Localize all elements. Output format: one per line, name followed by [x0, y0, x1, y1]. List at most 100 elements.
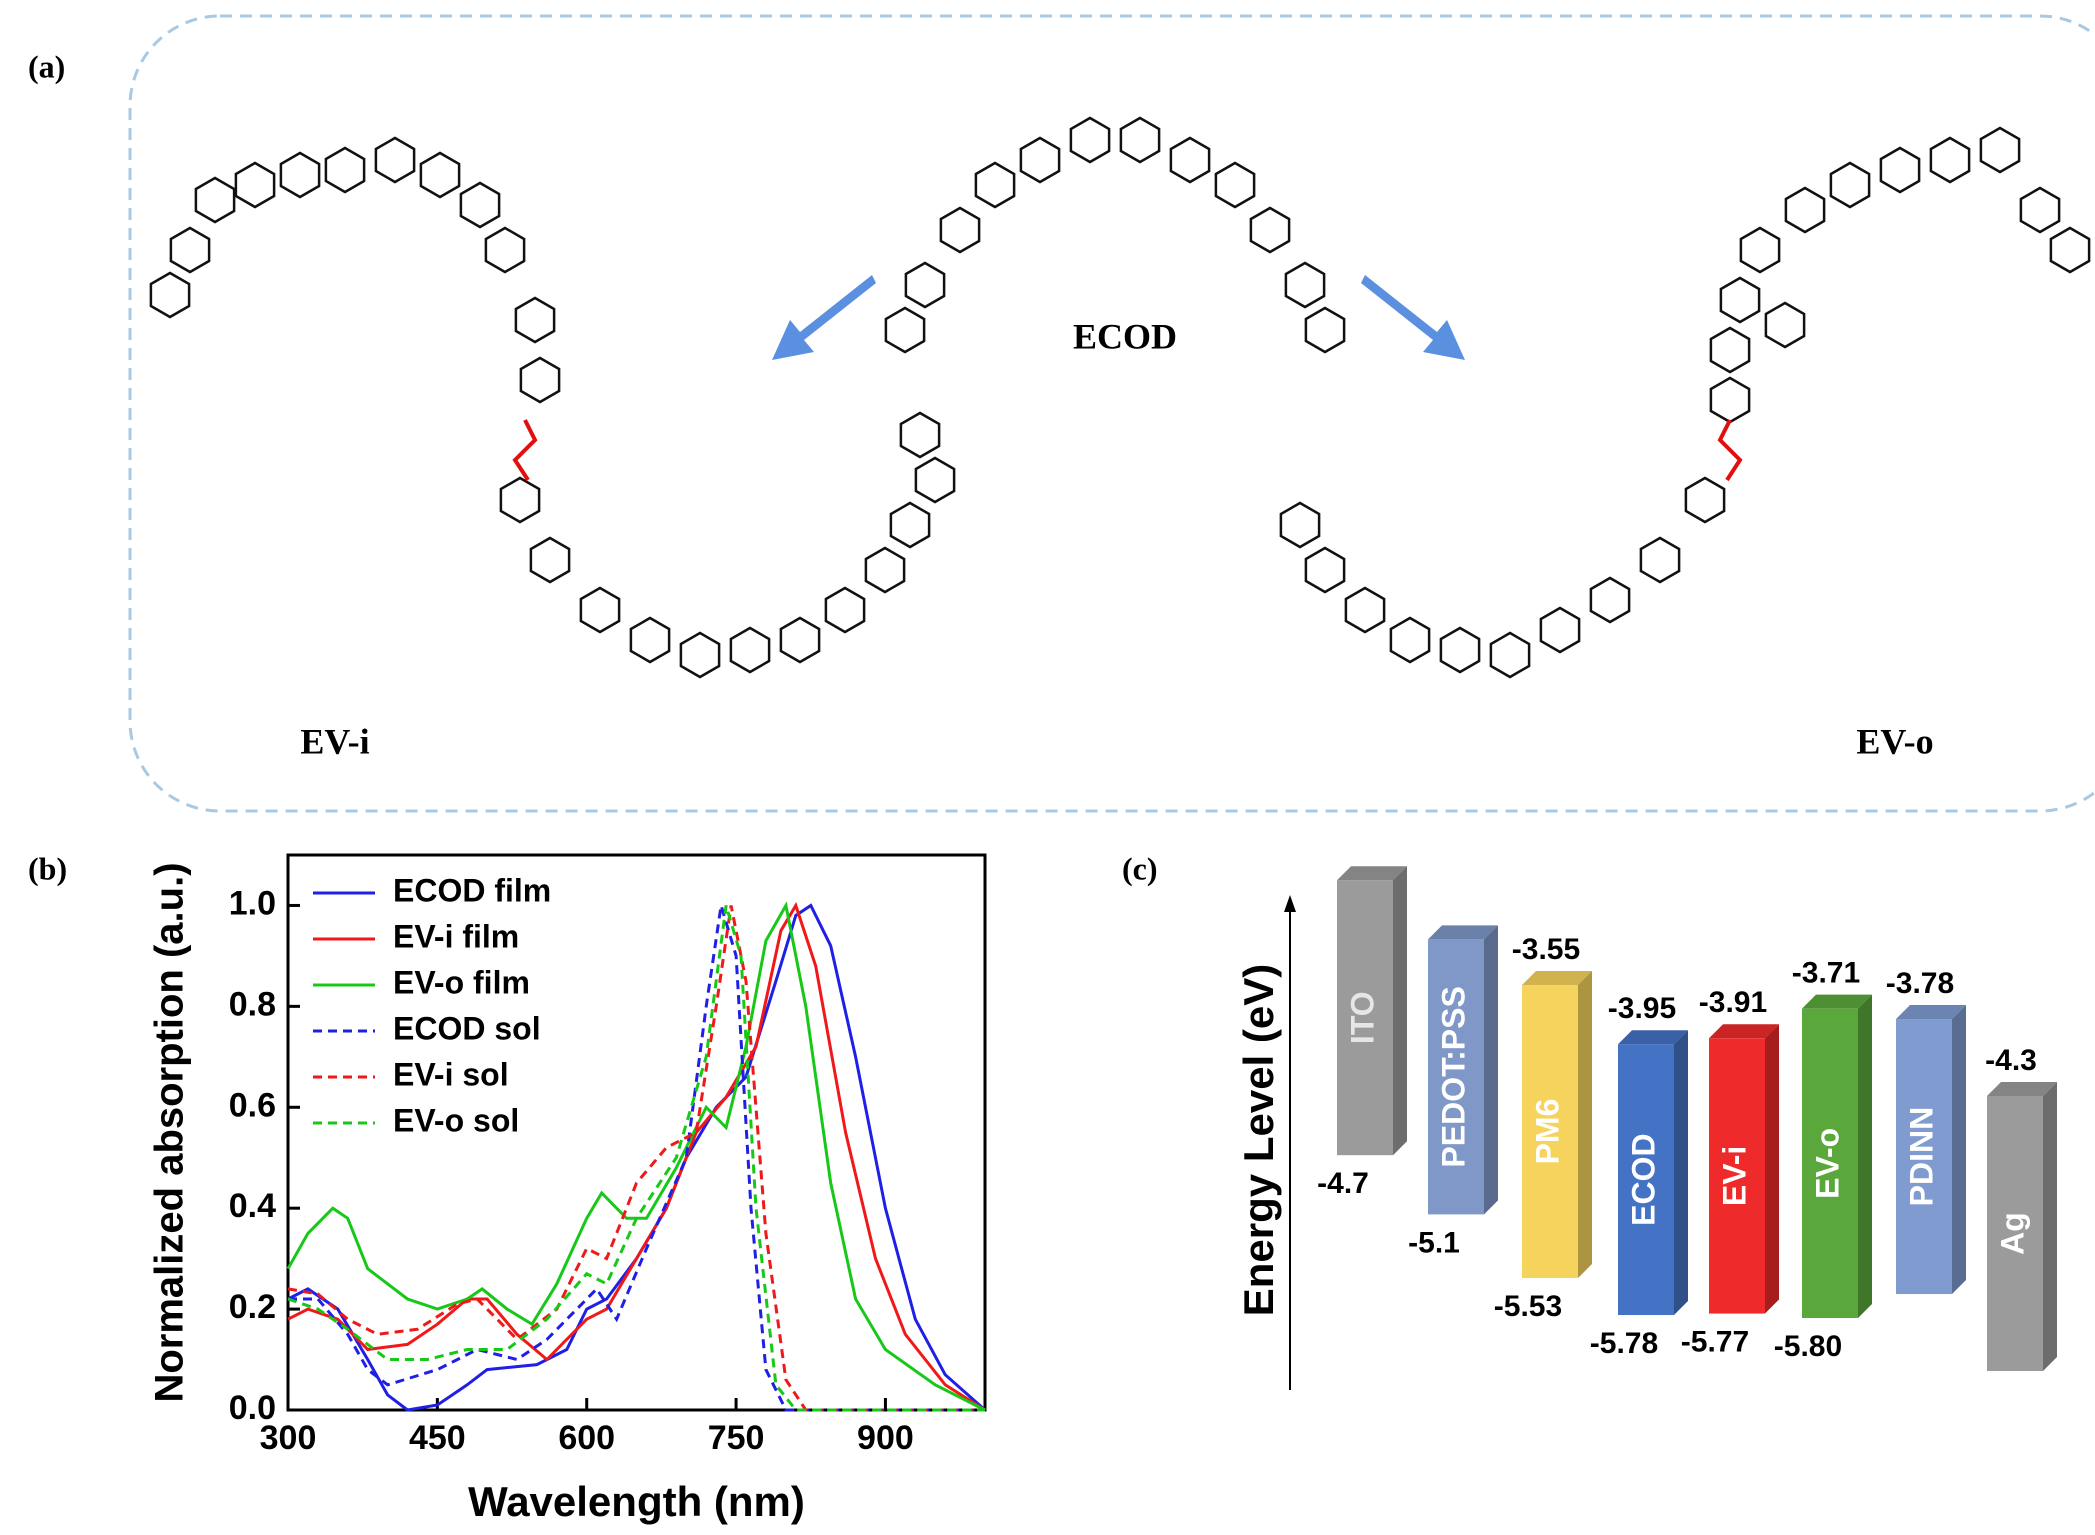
y-tick-label: 0.4: [229, 1187, 276, 1225]
molecule-label: EV-i: [300, 721, 369, 761]
ring: [1306, 308, 1344, 352]
ring: [631, 618, 669, 662]
molecule-structures: [151, 118, 2089, 677]
legend-label: EV-i sol: [393, 1056, 509, 1092]
ring: [171, 228, 209, 272]
bar-side: [1484, 925, 1498, 1214]
ring: [281, 153, 319, 197]
ring: [376, 138, 414, 182]
bar-label: PM6: [1529, 1099, 1565, 1165]
panel-label: (a): [28, 48, 65, 84]
ring: [1786, 188, 1824, 232]
ring: [1306, 548, 1344, 592]
ring: [521, 358, 559, 402]
ring: [1216, 163, 1254, 207]
energy-axis-arrow: [1284, 895, 1296, 912]
bar-side: [1674, 1030, 1688, 1315]
ring: [731, 628, 769, 672]
ring: [1686, 478, 1724, 522]
ring: [1641, 538, 1679, 582]
ring: [501, 478, 539, 522]
bar-label: Ag: [1994, 1212, 2030, 1255]
y-tick-label: 0.2: [229, 1288, 276, 1326]
ring: [1171, 138, 1209, 182]
legend-label: ECOD film: [393, 872, 551, 908]
ring: [486, 228, 524, 272]
ring: [1286, 263, 1324, 307]
ring: [1711, 328, 1749, 372]
ring: [1711, 378, 1749, 422]
y-tick-label: 0.6: [229, 1086, 276, 1124]
homo-label: -5.53: [1494, 1290, 1562, 1323]
ring: [1071, 118, 1109, 162]
bar-side: [1952, 1005, 1966, 1294]
ring: [1881, 148, 1919, 192]
lumo-label: -3.91: [1699, 986, 1767, 1019]
ring: [1346, 588, 1384, 632]
bar-side: [1393, 866, 1407, 1155]
ring: [1766, 303, 1804, 347]
ring: [581, 588, 619, 632]
bar-side: [1858, 995, 1872, 1318]
ring: [1741, 228, 1779, 272]
ring: [1591, 578, 1629, 622]
ring: [326, 148, 364, 192]
ring: [1831, 163, 1869, 207]
ring: [916, 458, 954, 502]
ring: [421, 153, 459, 197]
homo-label: -5.77: [1681, 1325, 1749, 1358]
ring: [906, 263, 944, 307]
ring: [1391, 618, 1429, 662]
ring: [1721, 278, 1759, 322]
homo-label: -5.1: [1408, 1226, 1460, 1259]
linker: [515, 420, 535, 480]
y-tick-label: 0.0: [229, 1389, 276, 1427]
ring: [886, 308, 924, 352]
ring: [1931, 138, 1969, 182]
y-axis-label: Energy Level (eV): [1235, 964, 1282, 1316]
ring: [941, 208, 979, 252]
ring: [196, 178, 234, 222]
y-tick-label: 1.0: [229, 884, 276, 922]
ring: [866, 548, 904, 592]
x-tick-label: 450: [409, 1419, 466, 1457]
x-axis-label: Wavelength (nm): [468, 1478, 805, 1525]
legend-label: EV-i film: [393, 918, 519, 954]
bar-side: [2043, 1082, 2057, 1371]
x-tick-label: 750: [708, 1419, 765, 1457]
ring: [1251, 208, 1289, 252]
legend-label: EV-o sol: [393, 1102, 519, 1138]
x-tick-label: 900: [857, 1419, 914, 1457]
bar-label: EV-o: [1809, 1128, 1845, 1199]
bar-label: PEDOT:PSS: [1435, 986, 1471, 1167]
panel-a-frame: [130, 16, 2095, 811]
bar-label: PDINN: [1903, 1107, 1939, 1207]
ring: [461, 183, 499, 227]
bar-side: [1578, 971, 1592, 1278]
ring: [781, 618, 819, 662]
homo-label: -5.80: [1774, 1330, 1842, 1363]
x-tick-label: 600: [558, 1419, 615, 1457]
ring: [1121, 118, 1159, 162]
ring: [1441, 628, 1479, 672]
ring: [1491, 633, 1529, 677]
lumo-label: -3.78: [1886, 967, 1954, 1000]
ring: [2051, 228, 2089, 272]
ring: [2021, 188, 2059, 232]
panel-label: (c): [1122, 850, 1158, 886]
ring: [516, 298, 554, 342]
bar-label: ITO: [1344, 991, 1380, 1044]
molecule-label: EV-o: [1856, 721, 1933, 761]
lumo-label: -3.55: [1512, 933, 1580, 966]
bar-label: EV-i: [1716, 1146, 1752, 1206]
ring: [151, 273, 189, 317]
legend-label: ECOD sol: [393, 1010, 541, 1046]
ring: [1021, 138, 1059, 182]
y-axis-label: Normalized absorption (a.u.): [148, 862, 192, 1402]
ring: [236, 163, 274, 207]
ring: [681, 633, 719, 677]
ring: [891, 503, 929, 547]
figure: (a) (b) (c) ECOD EV-i EV-o 3004506007509…: [0, 0, 2095, 1535]
homo-label: -4.7: [1317, 1167, 1369, 1200]
lumo-label: -3.95: [1608, 992, 1676, 1025]
